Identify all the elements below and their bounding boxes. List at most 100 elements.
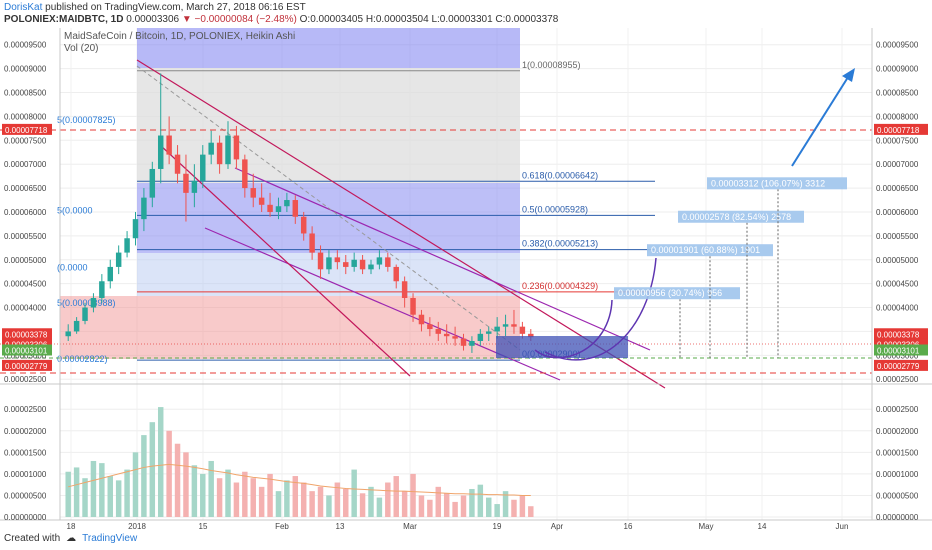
volume-bar — [511, 499, 517, 517]
target-label-bg — [678, 210, 804, 223]
left-fib-label: 0.00002822) — [57, 354, 108, 364]
price-tags: 0.00007718 0.00007718 0.00003378 0.00003378… — [2, 123, 928, 371]
volume-bar — [359, 493, 366, 517]
volume-bar — [469, 488, 475, 517]
fib-level-label: 0.236(0.00004329) — [522, 281, 598, 291]
ohlc-bar: POLONIEX:MAIDBTC, 1D 0.00003306 ▼ −0.000… — [4, 14, 558, 26]
price-tick-left: 0.00002500 — [4, 375, 47, 384]
volume-legend: Vol (20) — [64, 43, 98, 54]
candle-body — [494, 326, 500, 332]
open-label: O: — [299, 14, 311, 25]
candle-body — [242, 159, 248, 189]
fib-lines: 1(0.00008955) 0.618(0.00006642) 0.5(0.0000… — [57, 60, 655, 364]
price-tick-right: 0.00007500 — [876, 136, 919, 145]
price-tick-right: 0.00002500 — [876, 375, 919, 384]
volume-bar — [275, 491, 282, 517]
volume-bar — [73, 467, 80, 517]
price-tick-left: 0.00008500 — [4, 89, 47, 98]
volume-tick-right: 0.00002500 — [876, 405, 919, 414]
price-tick-left: 0.00004000 — [4, 304, 47, 313]
volume-bar — [477, 484, 484, 517]
fib-zone-blue — [137, 183, 520, 253]
candle-body — [292, 200, 299, 217]
candle-body — [191, 180, 198, 193]
volume-bar — [242, 471, 248, 517]
low-label: L: — [431, 14, 440, 25]
candle-body — [200, 154, 206, 181]
candle-body — [326, 257, 332, 270]
candle-body — [519, 326, 526, 334]
high-value: 0.00003504 — [375, 14, 429, 25]
volume-bar — [401, 491, 408, 517]
channel-upper — [136, 59, 666, 389]
volume-ma-line — [68, 463, 531, 496]
volume-bar — [225, 469, 231, 517]
channel-inner-upper — [234, 167, 651, 351]
time-tick: 16 — [624, 522, 633, 531]
candle-body — [258, 197, 265, 205]
volume-bar — [115, 480, 122, 517]
candle-body — [183, 173, 189, 193]
candle-body — [443, 333, 450, 337]
channel-lower — [159, 144, 411, 377]
time-tick: 15 — [199, 522, 208, 531]
fib-level-label: 0.618(0.00006642) — [522, 170, 598, 180]
price-tag-left: 0.00007718 — [5, 126, 48, 135]
price-tick-right: 0.00005500 — [876, 232, 919, 241]
volume-bar — [309, 491, 315, 517]
volume-bar — [393, 476, 399, 517]
volume-bar — [376, 497, 383, 517]
volume-bar — [141, 435, 147, 517]
candle-body — [368, 264, 374, 270]
volume-bar — [334, 482, 341, 517]
candle-body — [300, 216, 307, 234]
price-tick-right: 0.00005000 — [876, 256, 919, 265]
fib-zone-red — [137, 296, 520, 359]
candle-body — [208, 142, 214, 155]
volume-bar — [267, 473, 273, 517]
price-tick-right: 0.00009000 — [876, 65, 919, 74]
open-value: 0.00003405 — [310, 14, 364, 25]
tradingview-brand[interactable]: TradingView — [82, 533, 138, 544]
volume-bar — [519, 495, 526, 517]
candle-body — [99, 281, 105, 298]
volume-bar — [258, 486, 265, 517]
author-link[interactable]: DorisKat — [4, 2, 43, 13]
high-label: H: — [365, 14, 376, 25]
volume-tick-right: 0.00000000 — [876, 513, 919, 522]
candle-body — [309, 233, 315, 253]
candle-body — [225, 135, 231, 165]
volume-bar — [528, 506, 534, 517]
candle-body — [149, 168, 156, 198]
volume-bar — [443, 493, 450, 517]
target-label-bg — [707, 177, 847, 190]
volume-bar — [494, 504, 500, 517]
price-tag-left-bg — [2, 328, 52, 340]
time-tick: 14 — [758, 522, 767, 531]
price-tick-left: 0.00008000 — [4, 112, 47, 121]
target-label: 0.00000956 (30.74%) 956 — [618, 288, 722, 298]
close-value: 0.00003378 — [505, 14, 559, 25]
tradingview-cloud-icon: ☁ — [66, 533, 77, 544]
candle-body — [107, 266, 113, 282]
volume-bar — [157, 407, 164, 517]
candles — [65, 73, 534, 353]
candle-body — [511, 324, 517, 327]
price-tick-left: 0.00007500 — [4, 136, 47, 145]
price-tick-right: 0.00006500 — [876, 184, 919, 193]
candle-body — [418, 314, 425, 325]
candle-body — [376, 257, 383, 265]
low-value: 0.00003301 — [439, 14, 493, 25]
price-tick-right: 0.00008000 — [876, 112, 919, 121]
price-tag-right: 0.00007718 — [877, 126, 920, 135]
candle-body — [90, 297, 97, 308]
volume-bar — [410, 473, 416, 517]
price-tag-right-bg — [874, 359, 928, 371]
price-tag-right: 0.00002779 — [877, 362, 920, 371]
volume-bar — [343, 488, 349, 517]
candle-body — [502, 324, 509, 327]
volume-bar — [292, 476, 299, 517]
volume-bar — [284, 480, 290, 517]
price-tick-right: 0.00008500 — [876, 89, 919, 98]
